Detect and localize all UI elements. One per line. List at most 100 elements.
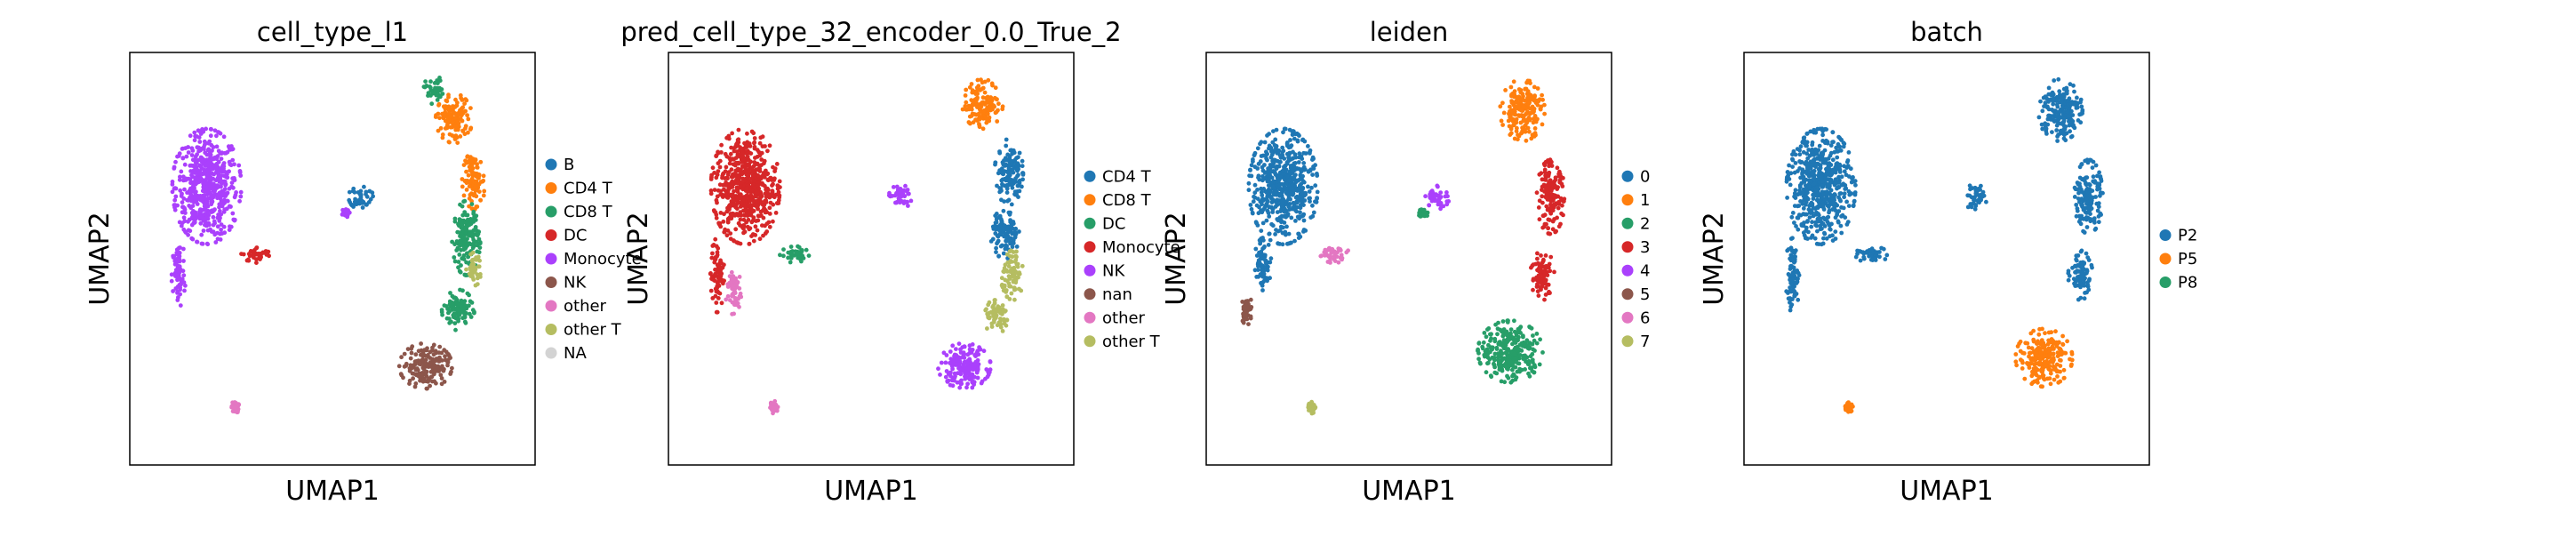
legend-item: 5 <box>1621 285 1650 304</box>
data-point <box>749 220 755 225</box>
data-point <box>1246 188 1252 193</box>
data-point <box>466 130 470 135</box>
data-point <box>1258 141 1262 147</box>
data-point <box>1012 297 1017 302</box>
data-point <box>1535 102 1540 108</box>
data-point <box>183 146 188 151</box>
data-point <box>256 252 261 256</box>
data-point <box>1531 106 1536 111</box>
data-point <box>477 258 482 263</box>
data-point <box>1482 352 1487 357</box>
data-point <box>939 360 944 365</box>
data-point <box>352 199 357 204</box>
data-point <box>719 301 724 306</box>
legend-label: 3 <box>1640 238 1650 257</box>
data-point <box>1540 97 1545 102</box>
data-point <box>182 205 187 211</box>
data-point <box>986 77 991 83</box>
data-point <box>1525 346 1531 350</box>
data-point <box>1528 365 1532 371</box>
data-point <box>358 192 364 197</box>
data-point <box>219 156 224 162</box>
data-point <box>1510 367 1515 373</box>
data-point <box>464 188 469 192</box>
data-point <box>1281 172 1286 176</box>
data-point <box>464 273 468 277</box>
data-point <box>753 156 757 160</box>
data-point <box>1274 144 1279 148</box>
data-point <box>213 240 219 244</box>
data-point <box>470 245 476 251</box>
data-point <box>462 319 468 325</box>
data-point <box>463 244 468 250</box>
data-point <box>975 362 980 367</box>
data-point <box>1540 200 1545 205</box>
data-point <box>1538 337 1542 342</box>
data-point <box>1525 125 1531 131</box>
data-point <box>222 200 228 205</box>
data-point <box>718 274 724 278</box>
data-point <box>1844 199 1850 204</box>
data-point <box>226 144 231 149</box>
data-point <box>732 148 737 154</box>
data-point <box>170 182 175 187</box>
data-point <box>1276 241 1280 246</box>
data-point <box>996 238 1001 244</box>
data-point <box>993 213 998 219</box>
cluster-nk <box>936 341 993 390</box>
data-point <box>753 224 758 229</box>
data-point <box>1292 238 1297 244</box>
data-point <box>448 372 453 376</box>
data-point <box>1443 194 1448 199</box>
data-point <box>1251 199 1256 204</box>
data-point <box>1508 131 1514 136</box>
data-point <box>756 183 761 188</box>
data-point <box>237 198 242 204</box>
data-point <box>1011 279 1016 285</box>
data-point <box>192 130 197 135</box>
data-point <box>1004 238 1010 244</box>
data-point <box>1476 341 1482 346</box>
data-point <box>1000 303 1005 308</box>
data-point <box>1267 188 1272 193</box>
cluster-nk <box>396 341 454 391</box>
data-point <box>708 191 714 196</box>
data-point <box>906 204 910 208</box>
legend-label: other <box>564 297 607 316</box>
data-point <box>358 188 364 194</box>
data-point <box>1820 132 1826 138</box>
data-point <box>475 282 480 286</box>
plot-frame <box>1205 52 1612 466</box>
data-point <box>714 212 719 217</box>
data-point <box>467 293 471 298</box>
data-point <box>446 111 452 116</box>
data-point <box>1280 196 1285 201</box>
data-point <box>1501 327 1507 332</box>
data-point <box>1300 173 1305 179</box>
data-point <box>416 349 421 354</box>
legend-marker <box>1084 194 1096 206</box>
data-point <box>717 260 723 265</box>
data-point <box>765 148 770 154</box>
legend-label: NA <box>564 344 587 363</box>
data-point <box>996 171 1001 176</box>
data-point <box>732 180 737 185</box>
legend-item: 4 <box>1621 261 1650 280</box>
data-point <box>467 222 472 228</box>
data-point <box>734 172 740 178</box>
cluster-other <box>768 398 780 416</box>
data-point <box>995 323 1000 328</box>
data-point <box>1002 223 1007 228</box>
data-point <box>472 171 477 176</box>
data-point <box>987 300 992 305</box>
data-point <box>1246 180 1252 186</box>
data-point <box>248 249 253 254</box>
data-point <box>212 172 217 177</box>
data-point <box>428 79 433 84</box>
data-point <box>441 104 446 109</box>
data-point <box>1309 407 1315 413</box>
data-point <box>233 193 238 197</box>
data-point <box>402 351 407 357</box>
data-point <box>1270 223 1276 228</box>
data-point <box>1012 285 1017 290</box>
